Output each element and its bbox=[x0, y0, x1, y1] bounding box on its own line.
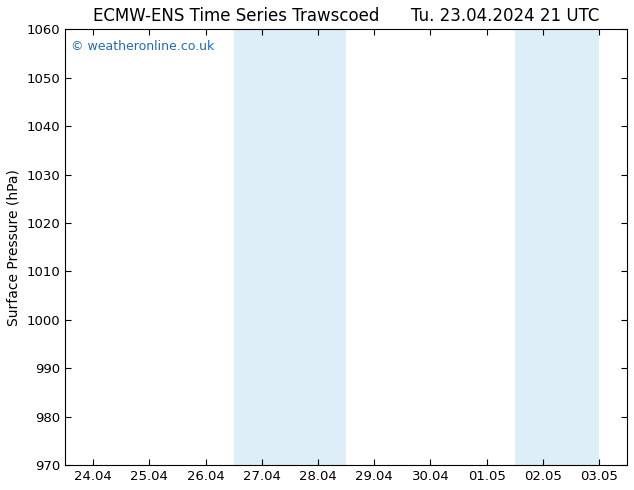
Bar bbox=[571, 29, 599, 465]
Title: ECMW-ENS Time Series Trawscoed      Tu. 23.04.2024 21 UTC: ECMW-ENS Time Series Trawscoed Tu. 23.04… bbox=[93, 7, 599, 25]
Text: © weatheronline.co.uk: © weatheronline.co.uk bbox=[71, 40, 214, 53]
Bar bbox=[515, 29, 571, 465]
Bar bbox=[234, 29, 290, 465]
Y-axis label: Surface Pressure (hPa): Surface Pressure (hPa) bbox=[7, 169, 21, 326]
Bar bbox=[290, 29, 346, 465]
